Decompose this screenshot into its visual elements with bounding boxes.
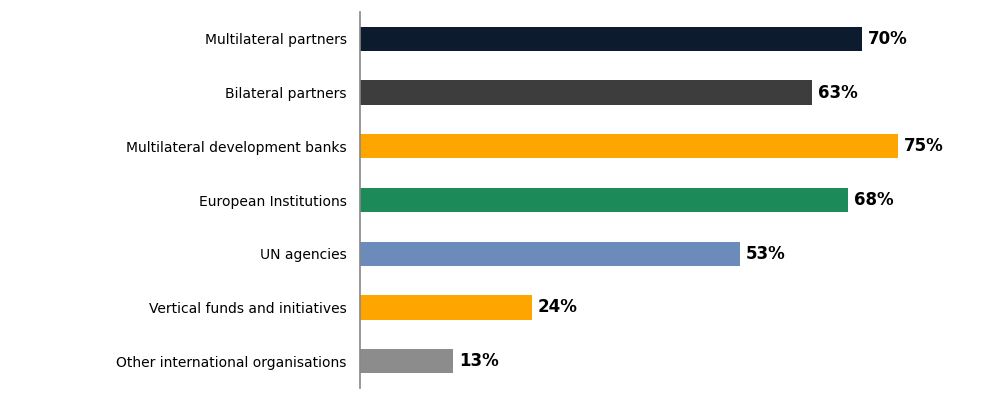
- Text: 13%: 13%: [459, 352, 499, 370]
- Bar: [360, 80, 812, 105]
- Text: 75%: 75%: [904, 137, 944, 155]
- Text: 70%: 70%: [868, 30, 908, 48]
- Text: 24%: 24%: [538, 298, 578, 316]
- Text: 53%: 53%: [746, 245, 786, 263]
- Bar: [360, 134, 898, 158]
- Text: 63%: 63%: [818, 84, 858, 102]
- Bar: [360, 349, 453, 373]
- Bar: [360, 242, 740, 266]
- Bar: [360, 27, 862, 51]
- Bar: [360, 188, 848, 212]
- Text: 68%: 68%: [854, 191, 893, 209]
- Bar: [360, 295, 532, 320]
